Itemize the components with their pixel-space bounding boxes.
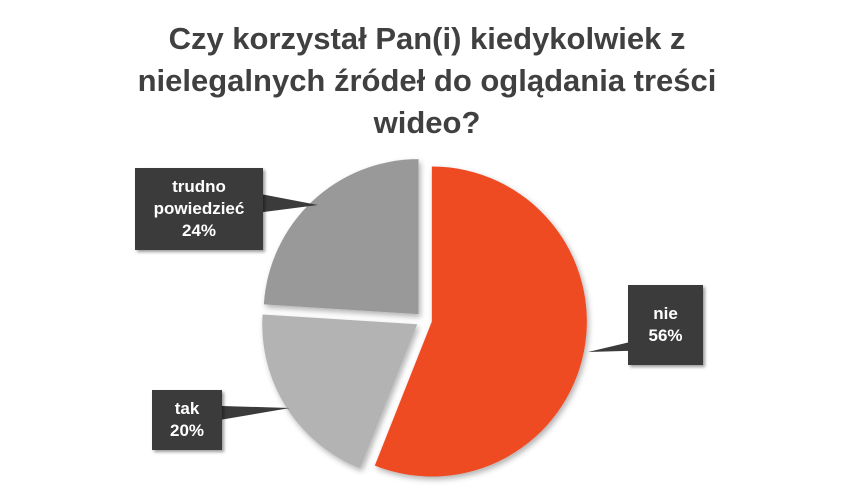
value-label: 20% (169, 421, 205, 440)
category-label: nie (653, 304, 678, 323)
chart-title: Czy korzystał Pan(i) kiedykolwiek z niel… (137, 21, 717, 140)
data-label: trudno powiedzieć 24% (135, 168, 263, 250)
pie-slice (374, 166, 587, 477)
value-label: 24% (181, 221, 217, 240)
category-label: tak (174, 399, 200, 418)
pie-slice (263, 159, 419, 315)
value-label: 56% (648, 326, 683, 345)
data-label: nie 56% (628, 285, 703, 365)
category-label: trudno powiedzieć (153, 177, 245, 218)
pie-slice (262, 314, 418, 469)
data-label: tak 20% (152, 390, 222, 450)
